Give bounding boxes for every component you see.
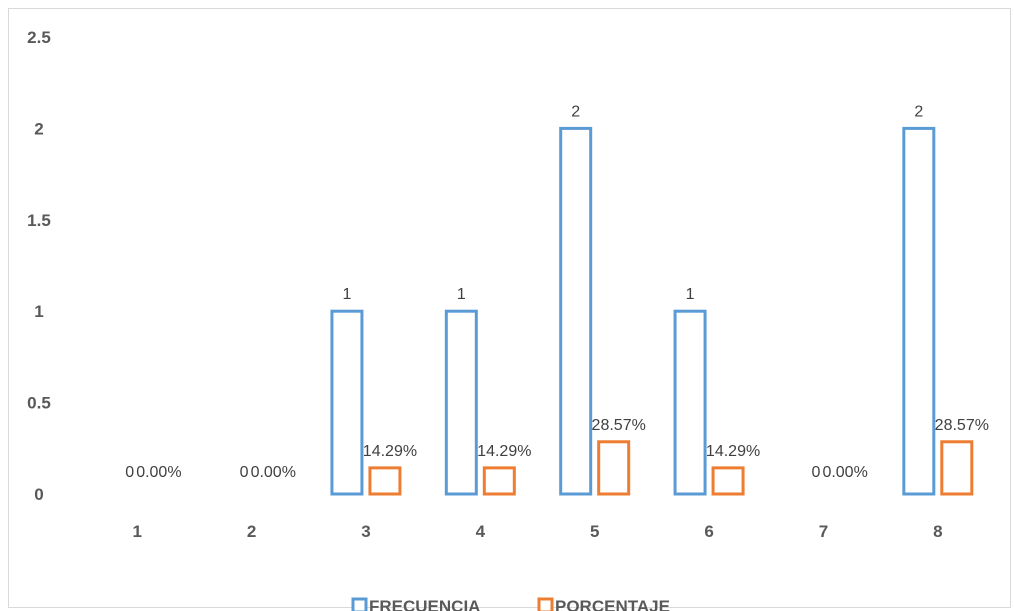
y-tick-label: 1 — [34, 302, 43, 321]
data-label-frecuencia: 1 — [342, 286, 351, 303]
data-label-frecuencia: 0 — [812, 464, 821, 481]
x-tick-label: 4 — [476, 522, 486, 541]
legend: FRECUENCIA PORCENTAJE — [351, 597, 670, 611]
bar-frecuencia — [673, 309, 707, 496]
x-tick-label: 1 — [132, 522, 141, 541]
x-tick-label: 3 — [361, 522, 370, 541]
data-label-frecuencia: 2 — [571, 103, 580, 120]
bar-frecuencia — [559, 126, 593, 496]
bar-porcentaje — [482, 466, 516, 496]
data-label-porcentaje: 0.00% — [251, 464, 296, 481]
bar-porcentaje — [597, 440, 631, 496]
x-tick-label: 6 — [704, 522, 713, 541]
data-labels: 0 0.00% 0 0.00%114.29%114.29%228.57%114.29%… — [125, 103, 989, 481]
bar-porcentaje — [368, 466, 402, 496]
y-tick-label: 2 — [34, 119, 43, 138]
bars — [330, 126, 974, 496]
y-axis: 0 0.5 1 1.5 2 2.5 — [27, 28, 51, 504]
bar-frecuencia — [902, 126, 936, 496]
legend-label-porcentaje: PORCENTAJE — [555, 597, 670, 611]
y-tick-label: 0 — [34, 485, 43, 504]
y-tick-label: 1.5 — [27, 211, 51, 230]
y-tick-label: 0.5 — [27, 394, 51, 413]
y-tick-label: 2.5 — [27, 28, 51, 47]
data-label-porcentaje: 0.00% — [136, 464, 181, 481]
data-label-frecuencia: 1 — [457, 286, 466, 303]
data-label-porcentaje: 28.57% — [592, 417, 646, 434]
bar-porcentaje — [940, 440, 974, 496]
data-label-frecuencia: 1 — [686, 286, 695, 303]
legend-label-frecuencia: FRECUENCIA — [369, 597, 480, 611]
data-label-porcentaje: 28.57% — [935, 417, 989, 434]
data-label-porcentaje: 14.29% — [477, 443, 531, 460]
x-tick-label: 5 — [590, 522, 599, 541]
x-tick-label: 8 — [933, 522, 942, 541]
data-label-porcentaje: 14.29% — [363, 443, 417, 460]
bar-frecuencia — [444, 309, 478, 496]
data-label-frecuencia: 0 — [240, 464, 249, 481]
data-label-frecuencia: 0 — [125, 464, 134, 481]
data-label-porcentaje: 14.29% — [706, 443, 760, 460]
x-tick-label: 7 — [819, 522, 828, 541]
bar-porcentaje — [711, 466, 745, 496]
x-tick-label: 2 — [247, 522, 256, 541]
data-label-porcentaje: 0.00% — [822, 464, 867, 481]
legend-swatch-frecuencia — [351, 597, 368, 611]
x-axis: 1 2 3 4 5 6 7 8 — [132, 522, 942, 541]
bar-frecuencia — [330, 309, 364, 496]
legend-swatch-porcentaje — [537, 597, 554, 611]
chart-frame — [8, 8, 1011, 608]
data-label-frecuencia: 2 — [914, 103, 923, 120]
